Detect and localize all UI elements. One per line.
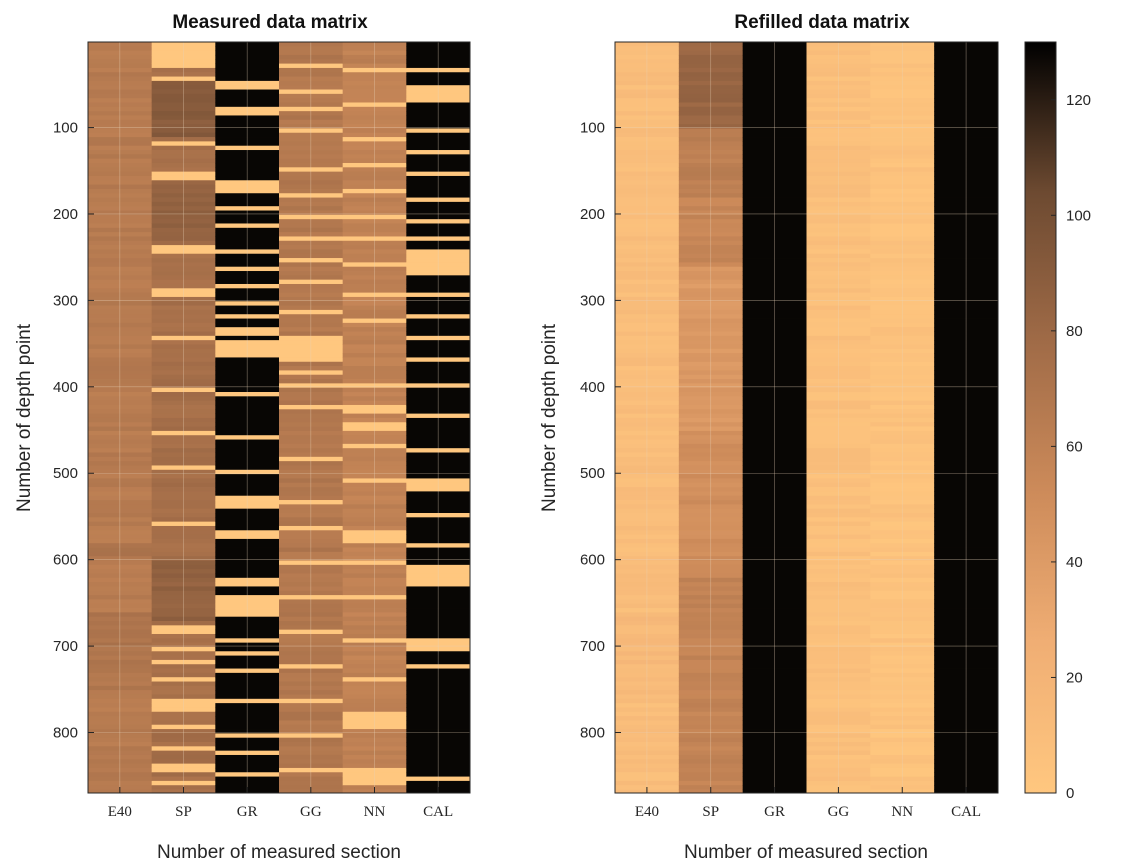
y-tick-label: 500 bbox=[53, 465, 78, 482]
colorbar: 0 20 40 60 80 100 120 bbox=[1024, 41, 1091, 802]
x-axis-label: Number of measured section bbox=[684, 842, 928, 863]
y-tick-label: 300 bbox=[580, 292, 605, 309]
colorbar-tick-label: 120 bbox=[1066, 92, 1091, 109]
x-tick-label: E40 bbox=[108, 804, 132, 820]
heatmap-cells bbox=[615, 42, 999, 794]
heatmap-cells bbox=[88, 42, 471, 794]
colorbar-tick-label: 60 bbox=[1066, 438, 1083, 455]
grid-lines bbox=[615, 42, 998, 793]
colorbar-ticks: 0 20 40 60 80 100 120 bbox=[1051, 92, 1091, 802]
x-ticks: E40 SP GR GG NN CAL bbox=[635, 787, 981, 820]
colorbar-tick-label: 20 bbox=[1066, 669, 1083, 686]
y-tick-label: 700 bbox=[53, 638, 78, 655]
y-tick-label: 700 bbox=[580, 638, 605, 655]
x-tick-label: SP bbox=[702, 804, 719, 820]
plot-frame bbox=[614, 41, 999, 794]
colorbar-gradient bbox=[1025, 42, 1056, 793]
y-tick-label: 600 bbox=[580, 552, 605, 569]
y-tick-label: 400 bbox=[53, 379, 78, 396]
x-tick-label: SP bbox=[175, 804, 192, 820]
x-tick-label: GG bbox=[300, 804, 322, 820]
measured-matrix-chart: Measured data matrix 100 200 300 400 500 600 7… bbox=[14, 12, 471, 863]
x-tick-label: NN bbox=[364, 804, 386, 820]
y-tick-label: 200 bbox=[580, 206, 605, 223]
plot-frame bbox=[87, 41, 471, 794]
y-tick-label: 300 bbox=[53, 292, 78, 309]
colorbar-tick-label: 0 bbox=[1066, 785, 1074, 802]
grid-lines bbox=[88, 42, 470, 793]
x-tick-label: GG bbox=[828, 804, 850, 820]
colorbar-tick-label: 40 bbox=[1066, 554, 1083, 571]
chart-title: Measured data matrix bbox=[172, 12, 368, 33]
x-tick-label: GR bbox=[764, 804, 785, 820]
y-tick-label: 200 bbox=[53, 206, 78, 223]
y-axis-label: Number of depth point bbox=[14, 323, 35, 512]
y-ticks: 100 200 300 400 500 600 700 800 bbox=[580, 120, 621, 742]
y-tick-label: 100 bbox=[53, 120, 78, 137]
x-tick-label: E40 bbox=[635, 804, 659, 820]
y-axis-label: Number of depth point bbox=[539, 323, 560, 512]
x-tick-label: GR bbox=[237, 804, 258, 820]
y-tick-label: 800 bbox=[53, 725, 78, 742]
x-axis-label: Number of measured section bbox=[157, 842, 401, 863]
colorbar-tick-label: 100 bbox=[1066, 207, 1091, 224]
y-tick-label: 400 bbox=[580, 379, 605, 396]
x-tick-label: NN bbox=[891, 804, 913, 820]
y-ticks: 100 200 300 400 500 600 700 800 bbox=[53, 120, 94, 742]
y-tick-label: 100 bbox=[580, 120, 605, 137]
x-tick-label: CAL bbox=[423, 804, 453, 820]
chart-title: Refilled data matrix bbox=[734, 12, 910, 33]
x-tick-label: CAL bbox=[951, 804, 981, 820]
y-tick-label: 500 bbox=[580, 465, 605, 482]
refilled-matrix-chart: Refilled data matrix 100 200 300 400 500 600 7… bbox=[539, 12, 999, 863]
y-tick-label: 800 bbox=[580, 725, 605, 742]
colorbar-frame bbox=[1024, 41, 1057, 794]
y-tick-label: 600 bbox=[53, 552, 78, 569]
x-ticks: E40 SP GR GG NN CAL bbox=[108, 787, 453, 820]
colorbar-tick-label: 80 bbox=[1066, 323, 1083, 340]
